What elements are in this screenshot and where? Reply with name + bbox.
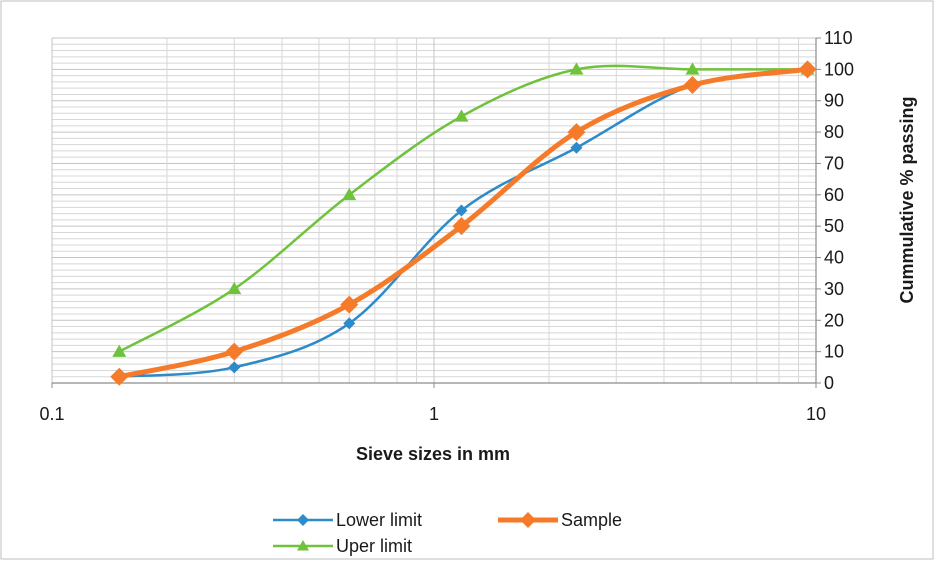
data-point [112,344,127,357]
y-tick-label: 90 [824,91,844,111]
data-point [343,317,356,330]
data-point [683,76,702,95]
legend-item-lower-limit: Lower limit [273,510,422,530]
y-tick-label: 40 [824,248,844,268]
axes [51,37,821,388]
x-tick-label: 1 [429,404,439,424]
data-point [110,367,129,386]
y-tick-label: 30 [824,279,844,299]
y-axis-title: Cummulative % passing [897,96,917,303]
data-point [454,109,469,122]
series-uper-limit [112,62,815,357]
data-point [798,60,817,79]
series-layer [110,60,817,386]
legend: Lower limit Sample Uper limit [273,510,622,556]
legend-label: Lower limit [336,510,422,530]
y-tick-label: 50 [824,216,844,236]
y-tick-label: 70 [824,153,844,173]
legend-item-uper-limit: Uper limit [273,536,412,556]
y-tick-label: 60 [824,185,844,205]
data-point [569,62,584,75]
x-tick-label: 0.1 [39,404,64,424]
y-tick-label: 110 [824,28,853,48]
legend-swatch-marker [297,540,309,551]
data-point [227,281,242,295]
data-point [570,141,583,154]
y-tick-label: 0 [824,373,834,393]
y-tick-label: 100 [824,59,854,79]
x-tick-label: 10 [806,404,826,424]
data-point [342,187,357,201]
legend-swatch-marker [297,514,309,526]
grid [51,37,817,384]
y-tick-label: 20 [824,310,844,330]
data-point [567,123,586,142]
legend-swatch-marker [520,512,536,528]
legend-label: Uper limit [336,536,412,556]
legend-label: Sample [561,510,622,530]
y-tick-label: 80 [824,122,844,142]
y-tick-label: 10 [824,342,844,362]
data-point [455,204,468,217]
series-sample [110,60,817,386]
data-point [685,62,700,75]
x-axis-title: Sieve sizes in mm [356,444,510,464]
data-point [228,361,241,374]
data-point [452,217,471,236]
data-point [340,295,359,314]
legend-item-sample: Sample [498,510,622,530]
data-point [225,342,244,361]
